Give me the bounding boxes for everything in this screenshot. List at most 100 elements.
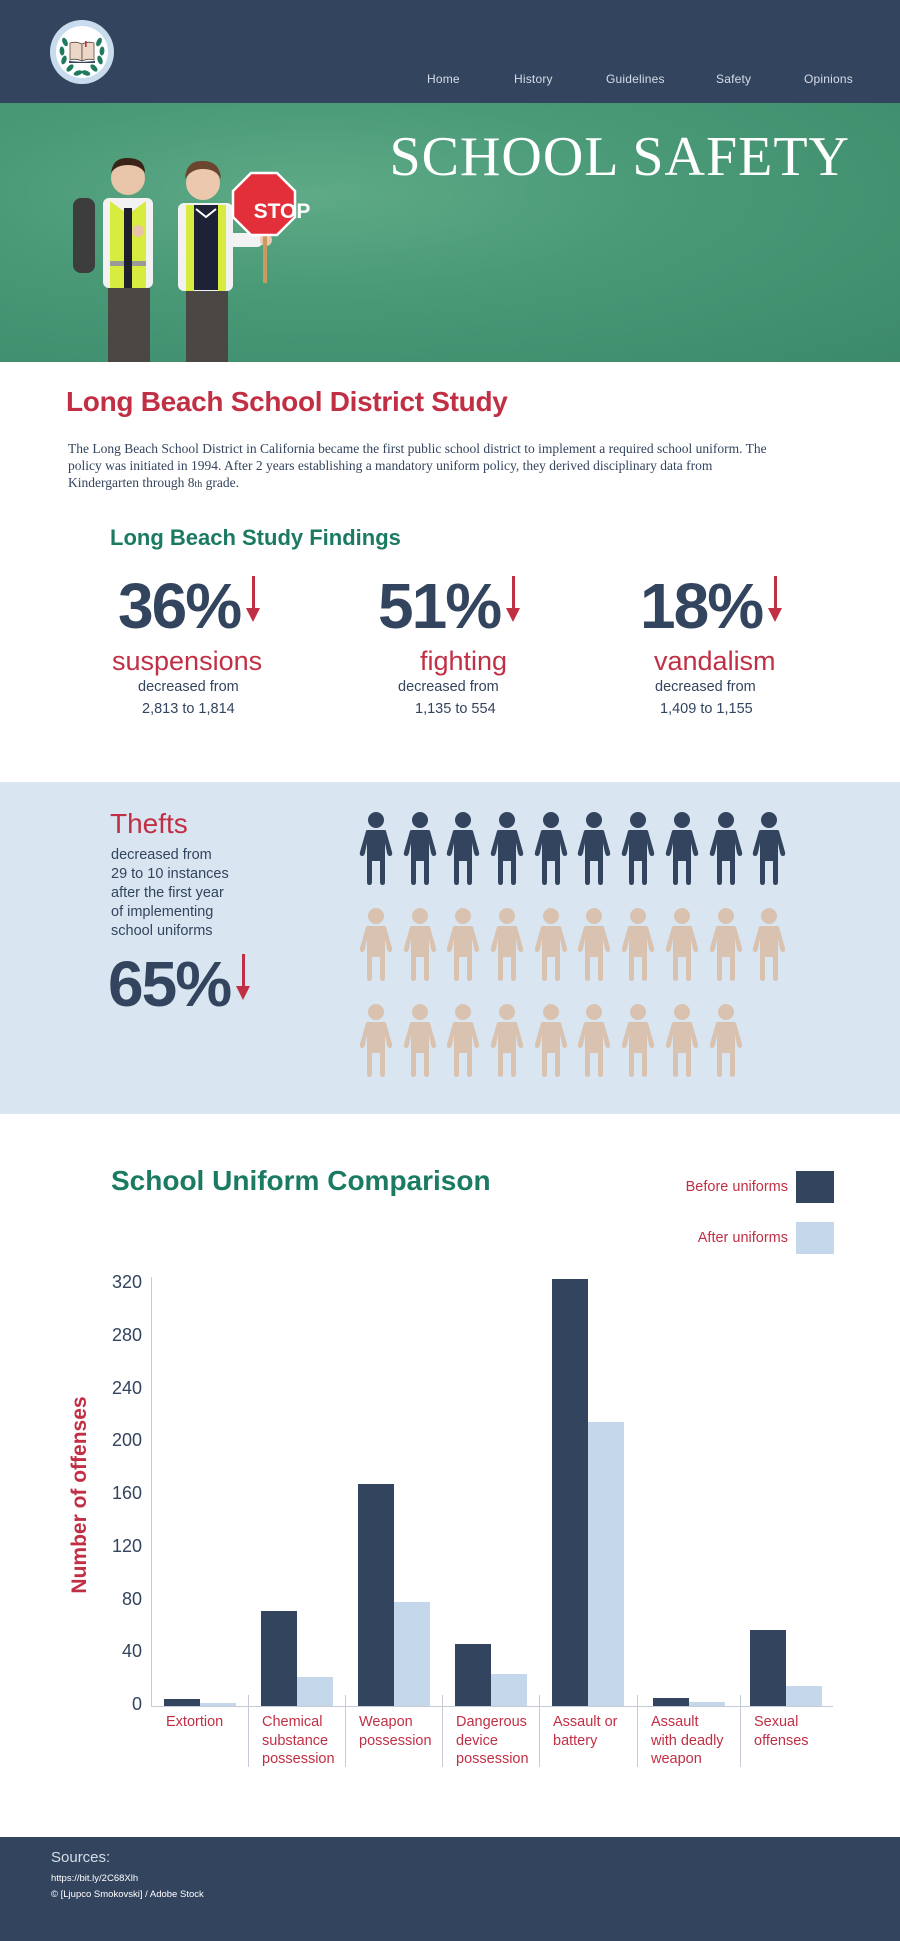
chart-title: School Uniform Comparison [111, 1165, 491, 1196]
y-tick-label: 200 [111, 1430, 142, 1451]
person-icon [576, 1004, 612, 1077]
person-icon [402, 1004, 438, 1077]
nav-guidelines[interactable]: Guidelines [606, 72, 665, 86]
down-arrow-icon [236, 954, 251, 1000]
bar-before[interactable] [552, 1278, 588, 1706]
bar-after[interactable] [688, 1702, 725, 1706]
person-icon [751, 908, 787, 981]
person-icon [751, 812, 787, 885]
category-label: Chemical substance possession [262, 1714, 335, 1767]
person-icon [402, 812, 438, 885]
y-tick-label: 280 [111, 1324, 142, 1345]
person-icon [664, 1004, 700, 1077]
nav-history[interactable]: History [514, 72, 553, 86]
bar-after[interactable] [393, 1601, 430, 1706]
bar-plot-area [152, 1278, 832, 1706]
legend-swatch-before [796, 1171, 834, 1203]
down-arrow-icon [506, 576, 521, 622]
x-axis-line [151, 1706, 833, 1707]
person-icon [489, 812, 525, 885]
thefts-percentage: 65% [108, 948, 251, 1020]
y-tick-label: 240 [111, 1377, 142, 1398]
bar-before[interactable] [652, 1698, 689, 1706]
person-icon [576, 908, 612, 981]
category-separator [539, 1695, 540, 1767]
bar-after[interactable] [200, 1703, 236, 1706]
bar-after[interactable] [786, 1686, 822, 1706]
person-icon [708, 1004, 744, 1077]
study-title: Long Beach School District Study [66, 386, 508, 417]
stat-vandalism: 18% vandalism decreased from 1,409 to 1,… [640, 570, 860, 720]
findings-title: Long Beach Study Findings [110, 525, 401, 550]
y-axis-title: Number of offenses [68, 1396, 91, 1594]
y-tick-label: 40 [121, 1641, 142, 1662]
stop-sign-text: STOP [253, 200, 311, 223]
y-tick-label: 160 [111, 1483, 142, 1503]
sources-title: Sources: [51, 1849, 111, 1866]
bar-before[interactable] [750, 1629, 786, 1706]
y-tick-label: 120 [111, 1535, 142, 1556]
bar-after[interactable] [490, 1674, 527, 1706]
category-separator [740, 1695, 741, 1767]
thefts-title: Thefts [110, 808, 188, 839]
category-label: Sexual offenses [754, 1714, 809, 1749]
stat-fighting: 51% fighting decreased from 1,135 to 554 [378, 570, 598, 720]
footer [0, 1837, 900, 1941]
person-icon [489, 908, 525, 981]
person-icon [445, 812, 481, 885]
person-icon [358, 908, 394, 981]
person-icon [402, 908, 438, 981]
bar-after[interactable] [296, 1677, 333, 1706]
legend-swatch-after [796, 1222, 834, 1254]
category-label: Extortion [166, 1714, 224, 1730]
category-separator [442, 1695, 443, 1767]
person-icon [664, 908, 700, 981]
bar-before[interactable] [357, 1484, 394, 1706]
person-icon [620, 908, 656, 981]
thefts-description: decreased from 29 to 10 instances after … [111, 847, 229, 939]
person-icon [664, 812, 700, 885]
y-tick-label: 0 [131, 1694, 142, 1714]
person-icon [489, 1004, 525, 1077]
bar-after[interactable] [588, 1422, 624, 1706]
person-icon [620, 1004, 656, 1077]
category-label: Weapon possession [359, 1714, 432, 1749]
legend-item-before: Before uniforms [686, 1171, 834, 1203]
category-label: Assault or battery [553, 1714, 618, 1749]
person-icon [445, 1004, 481, 1077]
children-with-stop-sign-image [73, 157, 297, 362]
bar-before[interactable] [260, 1611, 297, 1706]
hero-title: SCHOOL SAFETY [389, 126, 850, 188]
y-tick-label: 80 [121, 1588, 142, 1609]
hero-banner: STOP SCHOOL SAFETY [0, 103, 900, 362]
category-separator [248, 1695, 249, 1767]
person-icon [576, 812, 612, 885]
category-separator [345, 1695, 346, 1767]
category-label: Assault with deadly weapon [651, 1714, 724, 1767]
person-icon [358, 812, 394, 885]
nav-safety[interactable]: Safety [716, 72, 752, 86]
bar-before[interactable] [164, 1699, 200, 1706]
person-icon [533, 908, 569, 981]
y-axis-line [151, 1277, 152, 1707]
person-icon [445, 908, 481, 981]
person-icon [708, 908, 744, 981]
person-icon [533, 812, 569, 885]
person-icon [533, 1004, 569, 1077]
person-icon [620, 812, 656, 885]
nav-home[interactable]: Home [427, 72, 460, 86]
down-arrow-icon [768, 576, 783, 622]
source-link[interactable]: https://bit.ly/2C68Xlh [51, 1873, 139, 1884]
category-label: Dangerous device possession [456, 1714, 529, 1767]
top-navigation-bar [0, 0, 900, 103]
legend-item-after: After uniforms [698, 1222, 834, 1254]
nav-opinions[interactable]: Opinions [804, 72, 853, 86]
down-arrow-icon [246, 576, 261, 622]
category-separator [637, 1695, 638, 1767]
stat-suspensions: 36% suspensions decreased from 2,813 to … [112, 570, 263, 717]
y-tick-label: 320 [111, 1272, 142, 1292]
bar-before[interactable] [454, 1644, 491, 1706]
laurel-book-icon[interactable] [50, 20, 114, 84]
study-paragraph: The Long Beach School District in Califo… [68, 441, 767, 490]
person-icon [358, 1004, 394, 1077]
